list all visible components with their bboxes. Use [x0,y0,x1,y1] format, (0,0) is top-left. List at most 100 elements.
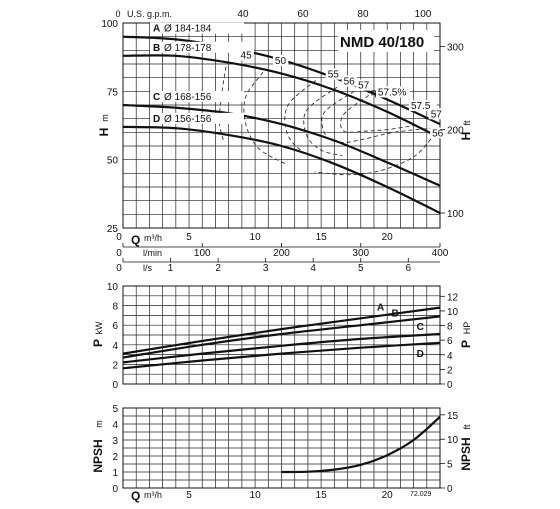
npsh-ytick: 4 [112,420,118,431]
npsh-x-ticks: 5 10 15 20 [186,490,393,501]
npsh-xtick: 15 [316,490,328,501]
efficiency-label-bg [375,86,410,98]
ls-tick: 5 [358,263,364,274]
head-curve-label-B: Ø 178-178 [164,43,212,54]
npsh-right-unit: ft [462,424,472,430]
head-y-ticks: 100 75 50 25 [101,19,118,235]
efficiency-label-57: 57 [431,109,443,120]
power-right-tick: 12 [447,292,459,303]
power-yunit: kW [94,321,104,335]
ls-tick: 6 [406,263,412,274]
efficiency-label-57.5%: 57.5% [378,87,406,98]
head-panel: NMD 40/180 A Ø 184-184 B Ø 178-178 C Ø 168-15… [97,9,473,235]
efficiency-curve-50 [243,71,289,166]
head-ylabel: H [97,128,111,137]
power-ytick: 4 [112,341,118,352]
head-right-tick: 300 [447,42,464,53]
efficiency-label-bg [428,108,445,120]
power-panel: AB C D 0 2 4 6 8 10 0 2 4 6 8 10 12 P kW P HP [91,282,473,391]
npsh-right-ticks: 0 5 10 15 [440,411,459,495]
npsh-yunit: m [94,420,104,428]
flow-axes: Q m³/h l/min l/s 0 5 10 15 20 0 100 200 300 400 … [116,232,449,274]
head-curve-D [122,125,441,214]
power-right-tick: 8 [447,322,453,333]
head-curve-B [122,54,441,139]
ls-tick: 4 [310,263,316,274]
head-curve-letter-C: C [153,92,160,103]
ls-axis-unit: l/s [143,263,153,273]
npsh-y-ticks: 0 1 2 3 4 5 [112,404,118,495]
power-ytick: 8 [112,302,118,313]
head-curve-letter-A: A [153,24,160,35]
head-right-ticks: 300 200 100 [440,42,464,220]
npsh-ytick: 0 [112,484,118,495]
head-curve-label-C: Ø 168-156 [164,92,212,103]
npsh-xtick: 10 [250,490,262,501]
power-right-tick: 4 [447,351,453,362]
q-tick: 15 [316,232,328,243]
efficiency-label-56: 56 [432,128,444,139]
npsh-ytick: 5 [112,404,118,415]
curve-label-bg [150,41,244,53]
power-curves [122,306,441,370]
head-yunit: m [100,114,110,122]
power-curve-letter-C: C [417,322,424,333]
ls-tick: 1 [168,263,174,274]
lmin-axis-unit: l/min [143,248,162,258]
head-curve-letter-B: B [153,43,160,54]
efficiency-label-bg [238,49,254,61]
ls-tick: 2 [215,263,221,274]
power-curve-B [122,315,441,359]
gpm-tick: 40 [237,9,249,20]
efficiency-label-57.5: 57.5 [411,101,431,112]
head-curve-letter-D: D [153,114,160,125]
gpm-unit: U.S. g.p.m. [127,9,172,19]
npsh-curves [281,415,441,474]
efficiency-label-bg [341,75,357,87]
power-right-tick: 10 [447,307,459,318]
lmin-tick: 300 [352,248,369,259]
model-box [338,30,434,52]
npsh-ylabel: NPSH [91,439,105,472]
power-ytick: 0 [112,380,118,391]
head-frame [122,22,441,229]
head-right-label: H [459,132,473,141]
lmin-tick: 100 [194,248,211,259]
power-curve-A [122,306,441,355]
head-ytick: 50 [107,156,119,167]
efficiency-label-bg [272,55,289,66]
npsh-grid [123,408,440,488]
efficiency-label-55: 55 [328,70,340,81]
npsh-ytick: 3 [112,436,118,447]
head-ytick: 100 [101,19,118,30]
npsh-curve [281,415,441,474]
q-tick: 10 [250,232,262,243]
q-tick: 0 [116,232,122,243]
ls-ticks: 0 1 2 3 4 5 6 [116,258,412,274]
efficiency-label-50: 50 [275,56,287,67]
model-title: NMD 40/180 [340,34,424,51]
head-curve-labels: A Ø 184-184 B Ø 178-178 C Ø 168-156 D Ø 156-156 [150,22,244,125]
power-ylabel: P [91,339,105,347]
head-ytick: 25 [107,224,119,235]
power-right-tick: 6 [447,336,453,347]
efficiency-label-45: 45 [241,51,253,62]
q-tick: 20 [382,232,394,243]
power-right-ticks: 0 2 4 6 8 10 12 [440,292,459,391]
npsh-q-unit: m³/h [144,490,162,500]
power-y-ticks: 0 2 4 6 8 10 [107,282,119,391]
efficiency-eta-symbol: η [371,87,377,98]
curve-label-bg [150,91,244,102]
curve-label-bg [150,112,244,124]
lmin-tick: 400 [432,248,449,259]
q-ticks: 0 5 10 15 20 [116,232,393,243]
power-right-tick: 2 [447,365,453,376]
efficiency-label-bg [356,79,372,91]
npsh-q-label: Q [131,489,140,503]
head-right-tick: 200 [447,126,464,137]
head-curve-label-D: Ø 156-156 [164,114,212,125]
lmin-ticks: 0 100 200 300 400 [116,243,449,259]
